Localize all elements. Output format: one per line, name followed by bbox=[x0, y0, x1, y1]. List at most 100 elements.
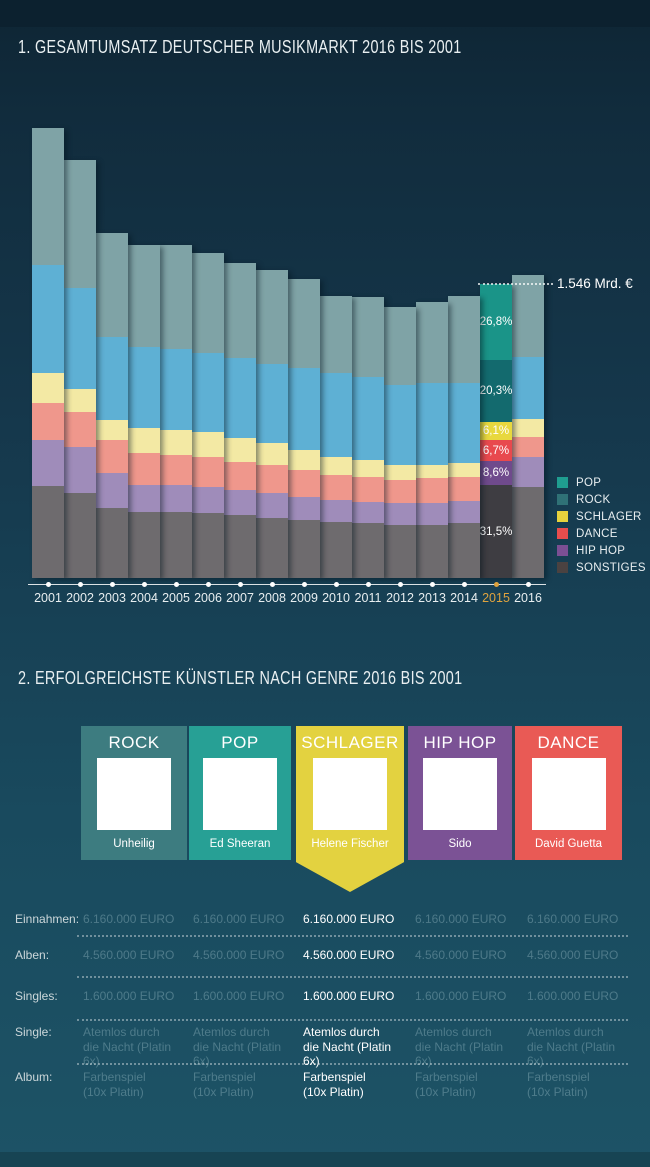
hip-hop-segment bbox=[160, 485, 192, 512]
bar-2014 bbox=[448, 296, 480, 578]
dance-segment bbox=[96, 440, 128, 473]
sonstiges-segment bbox=[352, 523, 384, 578]
dotted-separator bbox=[77, 1019, 628, 1021]
pop-segment: 26,8% bbox=[480, 284, 512, 360]
schlager-segment bbox=[448, 463, 480, 477]
table-cell: 4.560.000 EURO bbox=[415, 948, 507, 962]
rock-segment bbox=[192, 353, 224, 432]
table-cell: 6.160.000 EURO bbox=[415, 912, 507, 926]
schlager-segment bbox=[192, 432, 224, 457]
table-cell: 1.600.000 EURO bbox=[83, 989, 175, 1003]
bar-2011 bbox=[352, 297, 384, 578]
dance-segment bbox=[256, 465, 288, 493]
pop-segment bbox=[128, 245, 160, 347]
artist-photo-placeholder bbox=[97, 758, 171, 830]
bar-2006 bbox=[192, 253, 224, 578]
axis-year-label: 2014 bbox=[450, 591, 478, 605]
sonstiges-segment bbox=[96, 508, 128, 578]
section1-title: 1. GESAMTUMSATZ DEUTSCHER MUSIKMARKT 201… bbox=[18, 37, 462, 57]
dance-segment bbox=[192, 457, 224, 487]
pop-segment bbox=[288, 279, 320, 368]
schlager-segment bbox=[32, 373, 64, 403]
axis-dot bbox=[77, 582, 83, 587]
bar-2012 bbox=[384, 307, 416, 578]
annotation-leader-line bbox=[478, 283, 553, 285]
bar-2016 bbox=[512, 275, 544, 578]
artist-card-schlager: SCHLAGER Helene Fischer bbox=[296, 726, 404, 892]
table-row-label: Einnahmen: bbox=[15, 912, 80, 926]
card-artist-name: Helene Fischer bbox=[311, 838, 389, 850]
dance-segment: 6,7% bbox=[480, 440, 512, 461]
card-genre-title: ROCK bbox=[108, 733, 160, 752]
table-row-label: Alben: bbox=[15, 948, 50, 962]
annotation-value: 1.546 Mrd. € bbox=[557, 276, 633, 291]
schlager-segment bbox=[288, 450, 320, 470]
artist-photo-placeholder bbox=[531, 758, 606, 830]
axis-year-label: 2003 bbox=[98, 591, 126, 605]
table-cell: 6.160.000 EURO bbox=[303, 912, 395, 926]
table-cell: 1.600.000 EURO bbox=[303, 989, 395, 1003]
rock-segment bbox=[128, 347, 160, 428]
table-cell: 1.600.000 EURO bbox=[415, 989, 507, 1003]
table-cell: Farbenspiel (10x Platin) bbox=[527, 1070, 590, 1099]
percent-label: 26,8% bbox=[479, 316, 513, 328]
axis-year-label: 2010 bbox=[322, 591, 350, 605]
pop-segment bbox=[32, 128, 64, 265]
table-cell: Farbenspiel (10x Platin) bbox=[193, 1070, 256, 1099]
percent-label: 8,6% bbox=[482, 467, 510, 479]
hip-hop-segment bbox=[288, 497, 320, 520]
hip-hop-segment bbox=[352, 502, 384, 523]
table-cell: Farbenspiel (10x Platin) bbox=[83, 1070, 146, 1099]
sonstiges-segment bbox=[512, 487, 544, 578]
rock-segment bbox=[32, 265, 64, 373]
schlager-segment bbox=[352, 460, 384, 477]
dance-segment bbox=[128, 453, 160, 485]
legend-item: SONSTIGES bbox=[557, 562, 646, 574]
table-cell: 4.560.000 EURO bbox=[527, 948, 619, 962]
schlager-segment bbox=[64, 389, 96, 412]
pop-segment bbox=[416, 302, 448, 383]
legend-swatch bbox=[557, 562, 568, 573]
axis-dot bbox=[525, 582, 531, 587]
axis-dot bbox=[493, 582, 499, 587]
pop-segment bbox=[448, 296, 480, 383]
axis-year-label: 2008 bbox=[258, 591, 286, 605]
axis-year-label: 2001 bbox=[34, 591, 62, 605]
schlager-segment bbox=[416, 465, 448, 478]
hip-hop-segment bbox=[192, 487, 224, 513]
axis-dot bbox=[397, 582, 403, 587]
card-genre-title: HIP HOP bbox=[423, 733, 497, 752]
schlager-segment bbox=[224, 438, 256, 462]
hip-hop-segment bbox=[128, 485, 160, 512]
rock-segment bbox=[288, 368, 320, 450]
rock-segment bbox=[448, 383, 480, 463]
axis-year-label: 2002 bbox=[66, 591, 94, 605]
dance-segment bbox=[352, 477, 384, 502]
axis-year-label: 2006 bbox=[194, 591, 222, 605]
hip-hop-segment bbox=[320, 500, 352, 522]
rock-segment bbox=[96, 337, 128, 420]
table-row-label: Album: bbox=[15, 1070, 53, 1084]
hip-hop-segment bbox=[224, 490, 256, 515]
legend-label: ROCK bbox=[576, 493, 611, 506]
card-artist-name: Unheilig bbox=[113, 838, 155, 850]
schlager-segment bbox=[96, 420, 128, 440]
card-artist-name: Sido bbox=[448, 838, 472, 850]
table-cell: 4.560.000 EURO bbox=[83, 948, 175, 962]
rock-segment bbox=[160, 349, 192, 430]
card-genre-title: DANCE bbox=[537, 733, 600, 752]
percent-label: 6,7% bbox=[482, 444, 510, 457]
legend-label: POP bbox=[576, 476, 602, 489]
legend-item: ROCK bbox=[557, 493, 646, 506]
artist-card-pop: POP Ed Sheeran bbox=[189, 726, 291, 860]
hip-hop-segment bbox=[256, 493, 288, 518]
axis-year-label: 2011 bbox=[354, 591, 382, 605]
hip-hop-segment: 8,6% bbox=[480, 461, 512, 485]
legend-item: POP bbox=[557, 476, 646, 489]
axis-dot bbox=[237, 582, 243, 587]
pop-segment bbox=[320, 296, 352, 373]
legend-label: HIP HOP bbox=[576, 544, 626, 557]
hip-hop-segment bbox=[64, 447, 96, 493]
sonstiges-segment bbox=[32, 486, 64, 578]
pop-segment bbox=[160, 245, 192, 349]
